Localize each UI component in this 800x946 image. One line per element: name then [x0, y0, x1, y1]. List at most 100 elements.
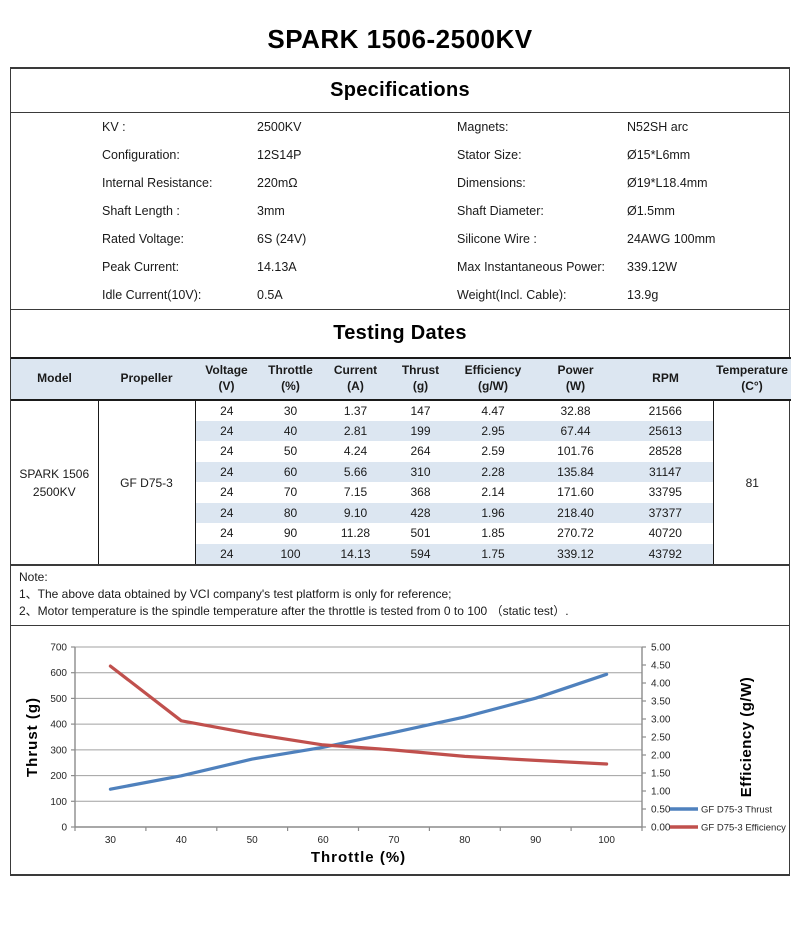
data-cell: 2.59 — [481, 444, 505, 459]
spec-label: Silicone Wire : — [457, 232, 537, 246]
spec-value: 339.12W — [627, 260, 678, 274]
data-cell: 2.81 — [323, 420, 388, 441]
data-cell: 368 — [410, 485, 431, 500]
data-cell: 310 — [388, 461, 453, 482]
spec-label: Dimensions: — [457, 176, 526, 190]
y-axis-title-right: Efficiency (g/W) — [738, 677, 755, 798]
x-tick-label: 40 — [176, 835, 188, 846]
data-cell: 2.95 — [453, 420, 533, 441]
data-cell: 339.12 — [533, 543, 618, 564]
data-cell: 264 — [410, 444, 431, 459]
data-cell: 25613 — [618, 420, 713, 441]
x-tick-label: 50 — [247, 835, 259, 846]
data-cell: 60 — [258, 461, 323, 482]
testing-table: Model Propeller Voltage (V) Throttle (%) Curre… — [11, 357, 791, 564]
spec-label: Rated Voltage: — [102, 232, 185, 246]
y-tick-label-right: 2.50 — [651, 733, 671, 744]
data-cell: 90 — [283, 526, 298, 541]
legend-item: GF D75-3 Thrust — [670, 805, 772, 816]
spec-label: Weight(Incl. Cable): — [457, 288, 567, 302]
data-cell: 100 — [258, 543, 323, 564]
column-header-propeller: Propeller — [98, 357, 195, 401]
testing-title: Testing Dates — [333, 322, 467, 344]
spec-row: Idle Current(10V): 0.5A Weight(Incl. Cable… — [102, 281, 789, 309]
page-title: SPARK 1506-2500KV — [267, 24, 533, 54]
specifications-section: Specifications KV : 2500KV Magnets: N52SH a… — [10, 67, 790, 310]
x-axis-title: Throttle (%) — [311, 849, 406, 866]
legend-label: GF D75-3 Efficiency — [701, 823, 786, 834]
spec-value: 12S14P — [257, 148, 302, 162]
data-cell: 70 — [283, 485, 298, 500]
spec-value: 2500KV — [257, 120, 302, 134]
y-tick-label-right: 3.00 — [651, 715, 671, 726]
spec-value: Ø1.5mm — [627, 204, 675, 218]
y-tick-label-left: 500 — [50, 694, 67, 705]
spec-label: Idle Current(10V): — [102, 288, 202, 302]
spec-label: KV : — [102, 120, 126, 134]
y-tick-label-right: 0.00 — [651, 823, 671, 834]
data-cell: 4.47 — [481, 403, 505, 418]
column-header-current: Current (A) — [323, 357, 388, 401]
legend-item: GF D75-3 Efficiency — [670, 823, 786, 834]
data-cell: 1.37 — [343, 403, 368, 418]
spec-value: 13.9g — [627, 288, 659, 302]
y-tick-label-right: 2.00 — [651, 751, 671, 762]
specifications-title: Specifications — [11, 69, 789, 113]
column-header-model: Model — [11, 357, 98, 401]
data-cell: 9.10 — [323, 502, 388, 523]
y-tick-label-right: 5.00 — [651, 643, 671, 654]
column-header-power: Power (W) — [533, 357, 618, 401]
data-cell: 24 — [220, 444, 234, 459]
data-cell: 43792 — [618, 543, 713, 564]
table-row: 24 90 11.28 501 1.85 270.72 40720 — [11, 523, 791, 544]
series-line — [108, 664, 609, 766]
data-cell: 199 — [388, 420, 453, 441]
data-cell: 2.28 — [453, 461, 533, 482]
data-cell: 24 — [195, 461, 258, 482]
data-cell: 24 — [195, 502, 258, 523]
table-row: 24 40 2.81 199 2.95 67.44 25613 — [11, 420, 791, 441]
data-cell: 14.13 — [323, 543, 388, 564]
data-cell: 21566 — [648, 403, 682, 418]
data-cell: 270.72 — [557, 526, 594, 541]
spec-row: Shaft Length : 3mm Shaft Diameter: Ø1.5mm — [102, 197, 789, 225]
data-cell: 32.88 — [560, 403, 591, 418]
spec-row: Rated Voltage: 6S (24V) Silicone Wire : 24A… — [102, 225, 789, 253]
data-cell: 218.40 — [533, 502, 618, 523]
table-row: 24 70 7.15 368 2.14 171.60 33795 — [11, 482, 791, 503]
data-cell: 50 — [283, 444, 298, 459]
data-cell: 501 — [410, 526, 431, 541]
spec-row: Peak Current: 14.13A Max Instantaneous Pow… — [102, 253, 789, 281]
data-cell: 1.85 — [481, 526, 505, 541]
x-tick-label: 60 — [318, 835, 330, 846]
y-tick-label-left: 300 — [50, 745, 67, 756]
spec-label: Magnets: — [457, 120, 509, 134]
data-cell: 101.76 — [557, 444, 594, 459]
testing-section: Testing Dates Model Propeller Voltage (V) Th… — [10, 310, 791, 566]
y-tick-label-left: 100 — [50, 797, 67, 808]
y-tick-label-right: 3.50 — [651, 697, 671, 708]
testing-table-header: Model Propeller Voltage (V) Throttle (%) Curre… — [11, 357, 791, 401]
spec-label: Internal Resistance: — [102, 176, 213, 190]
propeller-cell: GF D75-3 — [98, 400, 196, 564]
spec-label: Shaft Diameter: — [457, 204, 544, 218]
spec-value: N52SH arc — [627, 120, 689, 134]
y-tick-label-left: 400 — [50, 720, 67, 731]
y-tick-label-left: 600 — [50, 668, 67, 679]
data-cell: 171.60 — [557, 485, 594, 500]
data-cell: 147 — [410, 403, 431, 418]
data-cell: 24 — [220, 485, 234, 500]
y-tick-label-right: 1.50 — [651, 769, 671, 780]
spec-value: 24AWG 100mm — [627, 232, 716, 246]
note-line: 2、Motor temperature is the spindle tempe… — [19, 604, 569, 618]
x-tick-label: 80 — [459, 835, 471, 846]
series-line — [108, 672, 609, 791]
data-cell: 67.44 — [533, 420, 618, 441]
spec-label: Shaft Length : — [102, 204, 180, 218]
spec-label: Configuration: — [102, 148, 180, 162]
x-tick-label: 90 — [530, 835, 542, 846]
spec-value: 6S (24V) — [257, 232, 307, 246]
thrust-efficiency-chart: 0 100 200 300 400 500 600 700 0.00 0.50 1.00 1.50 2.… — [24, 643, 786, 867]
spec-row: Internal Resistance: 220mΩ Dimensions: Ø19*… — [102, 169, 789, 197]
data-cell: 24 — [220, 526, 234, 541]
